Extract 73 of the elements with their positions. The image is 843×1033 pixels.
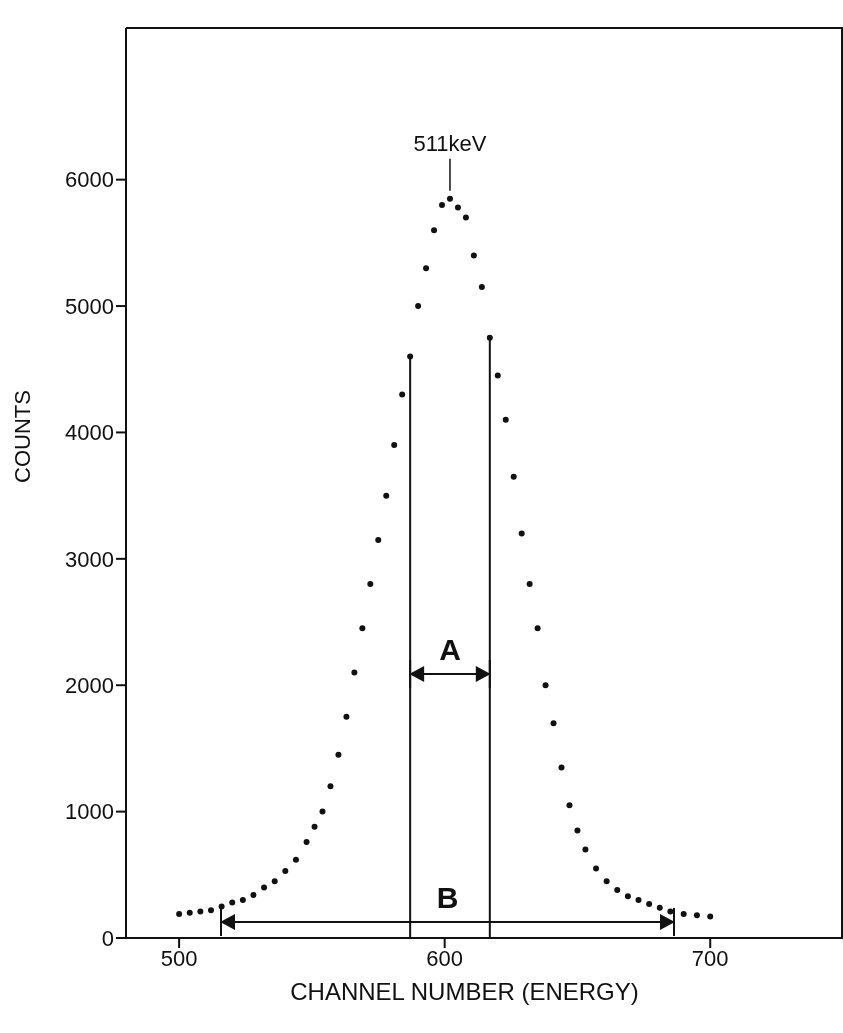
point bbox=[407, 353, 414, 360]
point bbox=[207, 907, 214, 914]
point bbox=[624, 893, 631, 900]
point bbox=[603, 878, 610, 885]
point bbox=[582, 846, 589, 853]
point bbox=[351, 669, 358, 676]
point bbox=[526, 581, 533, 588]
point bbox=[271, 878, 278, 885]
point bbox=[510, 473, 517, 480]
point bbox=[239, 897, 246, 904]
point bbox=[470, 252, 477, 259]
x-tick-label: 600 bbox=[426, 945, 464, 971]
point bbox=[319, 808, 326, 815]
point bbox=[439, 201, 446, 208]
point bbox=[176, 910, 183, 917]
point bbox=[454, 204, 461, 211]
point bbox=[327, 783, 334, 790]
point bbox=[558, 764, 565, 771]
point bbox=[311, 823, 318, 830]
annotation: A bbox=[439, 633, 461, 667]
x-tick-label: 500 bbox=[160, 945, 198, 971]
point bbox=[282, 868, 289, 875]
point bbox=[680, 910, 687, 917]
y-tick-label: 4000 bbox=[65, 420, 114, 446]
point bbox=[550, 720, 557, 727]
point bbox=[446, 195, 453, 202]
point bbox=[335, 751, 342, 758]
y-tick-label: 5000 bbox=[65, 293, 114, 319]
point bbox=[415, 303, 422, 310]
point bbox=[367, 581, 374, 588]
y-tick-label: 1000 bbox=[65, 799, 114, 825]
point bbox=[423, 265, 430, 272]
x-axis-title: CHANNEL NUMBER (ENERGY) bbox=[290, 978, 639, 1005]
point bbox=[197, 908, 204, 915]
point bbox=[391, 442, 398, 449]
y-axis-title: COUNTS bbox=[9, 390, 35, 483]
point bbox=[486, 334, 493, 341]
y-tick-label: 2000 bbox=[65, 673, 114, 699]
point bbox=[635, 897, 642, 904]
point bbox=[359, 625, 366, 632]
point bbox=[518, 530, 525, 537]
point bbox=[593, 865, 600, 872]
point bbox=[431, 227, 438, 234]
x-tick-label: 700 bbox=[691, 945, 729, 971]
point bbox=[399, 391, 406, 398]
point bbox=[229, 899, 236, 906]
y-tick-label: 3000 bbox=[65, 546, 114, 572]
point bbox=[693, 912, 700, 919]
point bbox=[462, 214, 469, 221]
point bbox=[667, 908, 674, 915]
point bbox=[542, 682, 549, 689]
point bbox=[186, 909, 193, 916]
point bbox=[534, 625, 541, 632]
point bbox=[707, 913, 714, 920]
point bbox=[574, 827, 581, 834]
y-tick-label: 0 bbox=[101, 925, 114, 951]
y-tick-label: 6000 bbox=[65, 167, 114, 193]
point bbox=[250, 892, 257, 899]
point bbox=[646, 900, 653, 907]
point bbox=[292, 856, 299, 863]
point bbox=[614, 886, 621, 893]
point bbox=[566, 802, 573, 809]
point bbox=[383, 492, 390, 499]
point bbox=[303, 838, 310, 845]
annotation: 511keV bbox=[413, 130, 487, 156]
point bbox=[375, 536, 382, 543]
point bbox=[494, 372, 501, 379]
point bbox=[656, 904, 663, 911]
point bbox=[502, 416, 509, 423]
point bbox=[478, 284, 485, 291]
point bbox=[343, 713, 350, 720]
annotation: B bbox=[436, 881, 459, 914]
point bbox=[261, 884, 268, 891]
